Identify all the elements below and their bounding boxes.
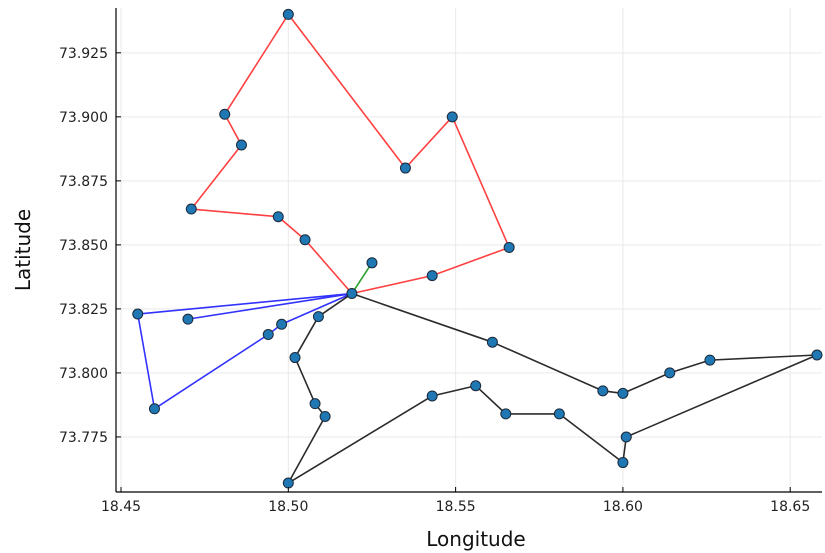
stop-point xyxy=(470,380,482,392)
route-lines xyxy=(136,13,818,484)
route-line-4 xyxy=(287,292,818,484)
stop-point xyxy=(289,352,301,364)
stop-point xyxy=(426,390,438,402)
stop-point xyxy=(132,308,144,320)
y-tick-label: 73.825 xyxy=(59,302,108,318)
stop-point xyxy=(272,211,284,223)
x-tick-label: 18.45 xyxy=(101,499,141,515)
axes xyxy=(115,8,822,493)
stop-point xyxy=(282,477,294,489)
y-tick-label: 73.800 xyxy=(59,366,108,382)
stop-point xyxy=(312,311,324,323)
y-tick-label: 73.875 xyxy=(59,174,108,190)
stop-point xyxy=(811,349,823,361)
stop-point xyxy=(503,241,515,253)
y-tick-label: 73.850 xyxy=(59,238,108,254)
y-tick-label: 73.775 xyxy=(59,430,108,446)
route-line-2 xyxy=(136,292,353,410)
stop-point xyxy=(282,8,294,20)
stop-point xyxy=(346,288,358,300)
x-axis-title: Longitude xyxy=(426,527,525,551)
stop-point xyxy=(553,408,565,420)
y-axis-ticks: 73.775 73.800 73.825 73.850 73.875 73.900 73.9… xyxy=(59,46,121,446)
grid xyxy=(116,8,822,492)
stop-point xyxy=(366,257,378,269)
stop-point xyxy=(617,387,629,399)
y-tick-label: 73.925 xyxy=(59,46,108,62)
stop-point xyxy=(500,408,512,420)
x-tick-label: 18.60 xyxy=(603,499,643,515)
stop-point xyxy=(276,318,288,330)
stop-point xyxy=(620,431,632,443)
stop-point xyxy=(704,354,716,366)
stop-point xyxy=(185,203,197,215)
stop-point xyxy=(399,162,411,174)
stop-point xyxy=(309,398,321,410)
stop-points xyxy=(132,8,823,489)
route-line-1 xyxy=(190,13,510,295)
stop-point xyxy=(262,329,274,341)
y-axis-title: Latitude xyxy=(11,209,35,291)
y-tick-label: 73.900 xyxy=(59,110,108,126)
stop-point xyxy=(182,313,194,325)
stop-point xyxy=(148,403,160,415)
stop-point xyxy=(299,234,311,246)
x-tick-label: 18.55 xyxy=(436,499,476,515)
stop-point xyxy=(597,385,609,397)
route-line-3 xyxy=(351,262,373,294)
stop-point xyxy=(426,270,438,282)
stop-point xyxy=(664,367,676,379)
stop-point xyxy=(446,111,458,123)
stop-point xyxy=(486,336,498,348)
stop-point xyxy=(617,457,629,469)
x-tick-label: 18.65 xyxy=(770,499,810,515)
stop-point xyxy=(319,410,331,422)
x-axis-ticks: 18.45 18.50 18.55 18.60 18.65 xyxy=(101,487,810,515)
stop-point xyxy=(235,139,247,151)
stop-point xyxy=(219,108,231,120)
x-tick-label: 18.50 xyxy=(268,499,308,515)
